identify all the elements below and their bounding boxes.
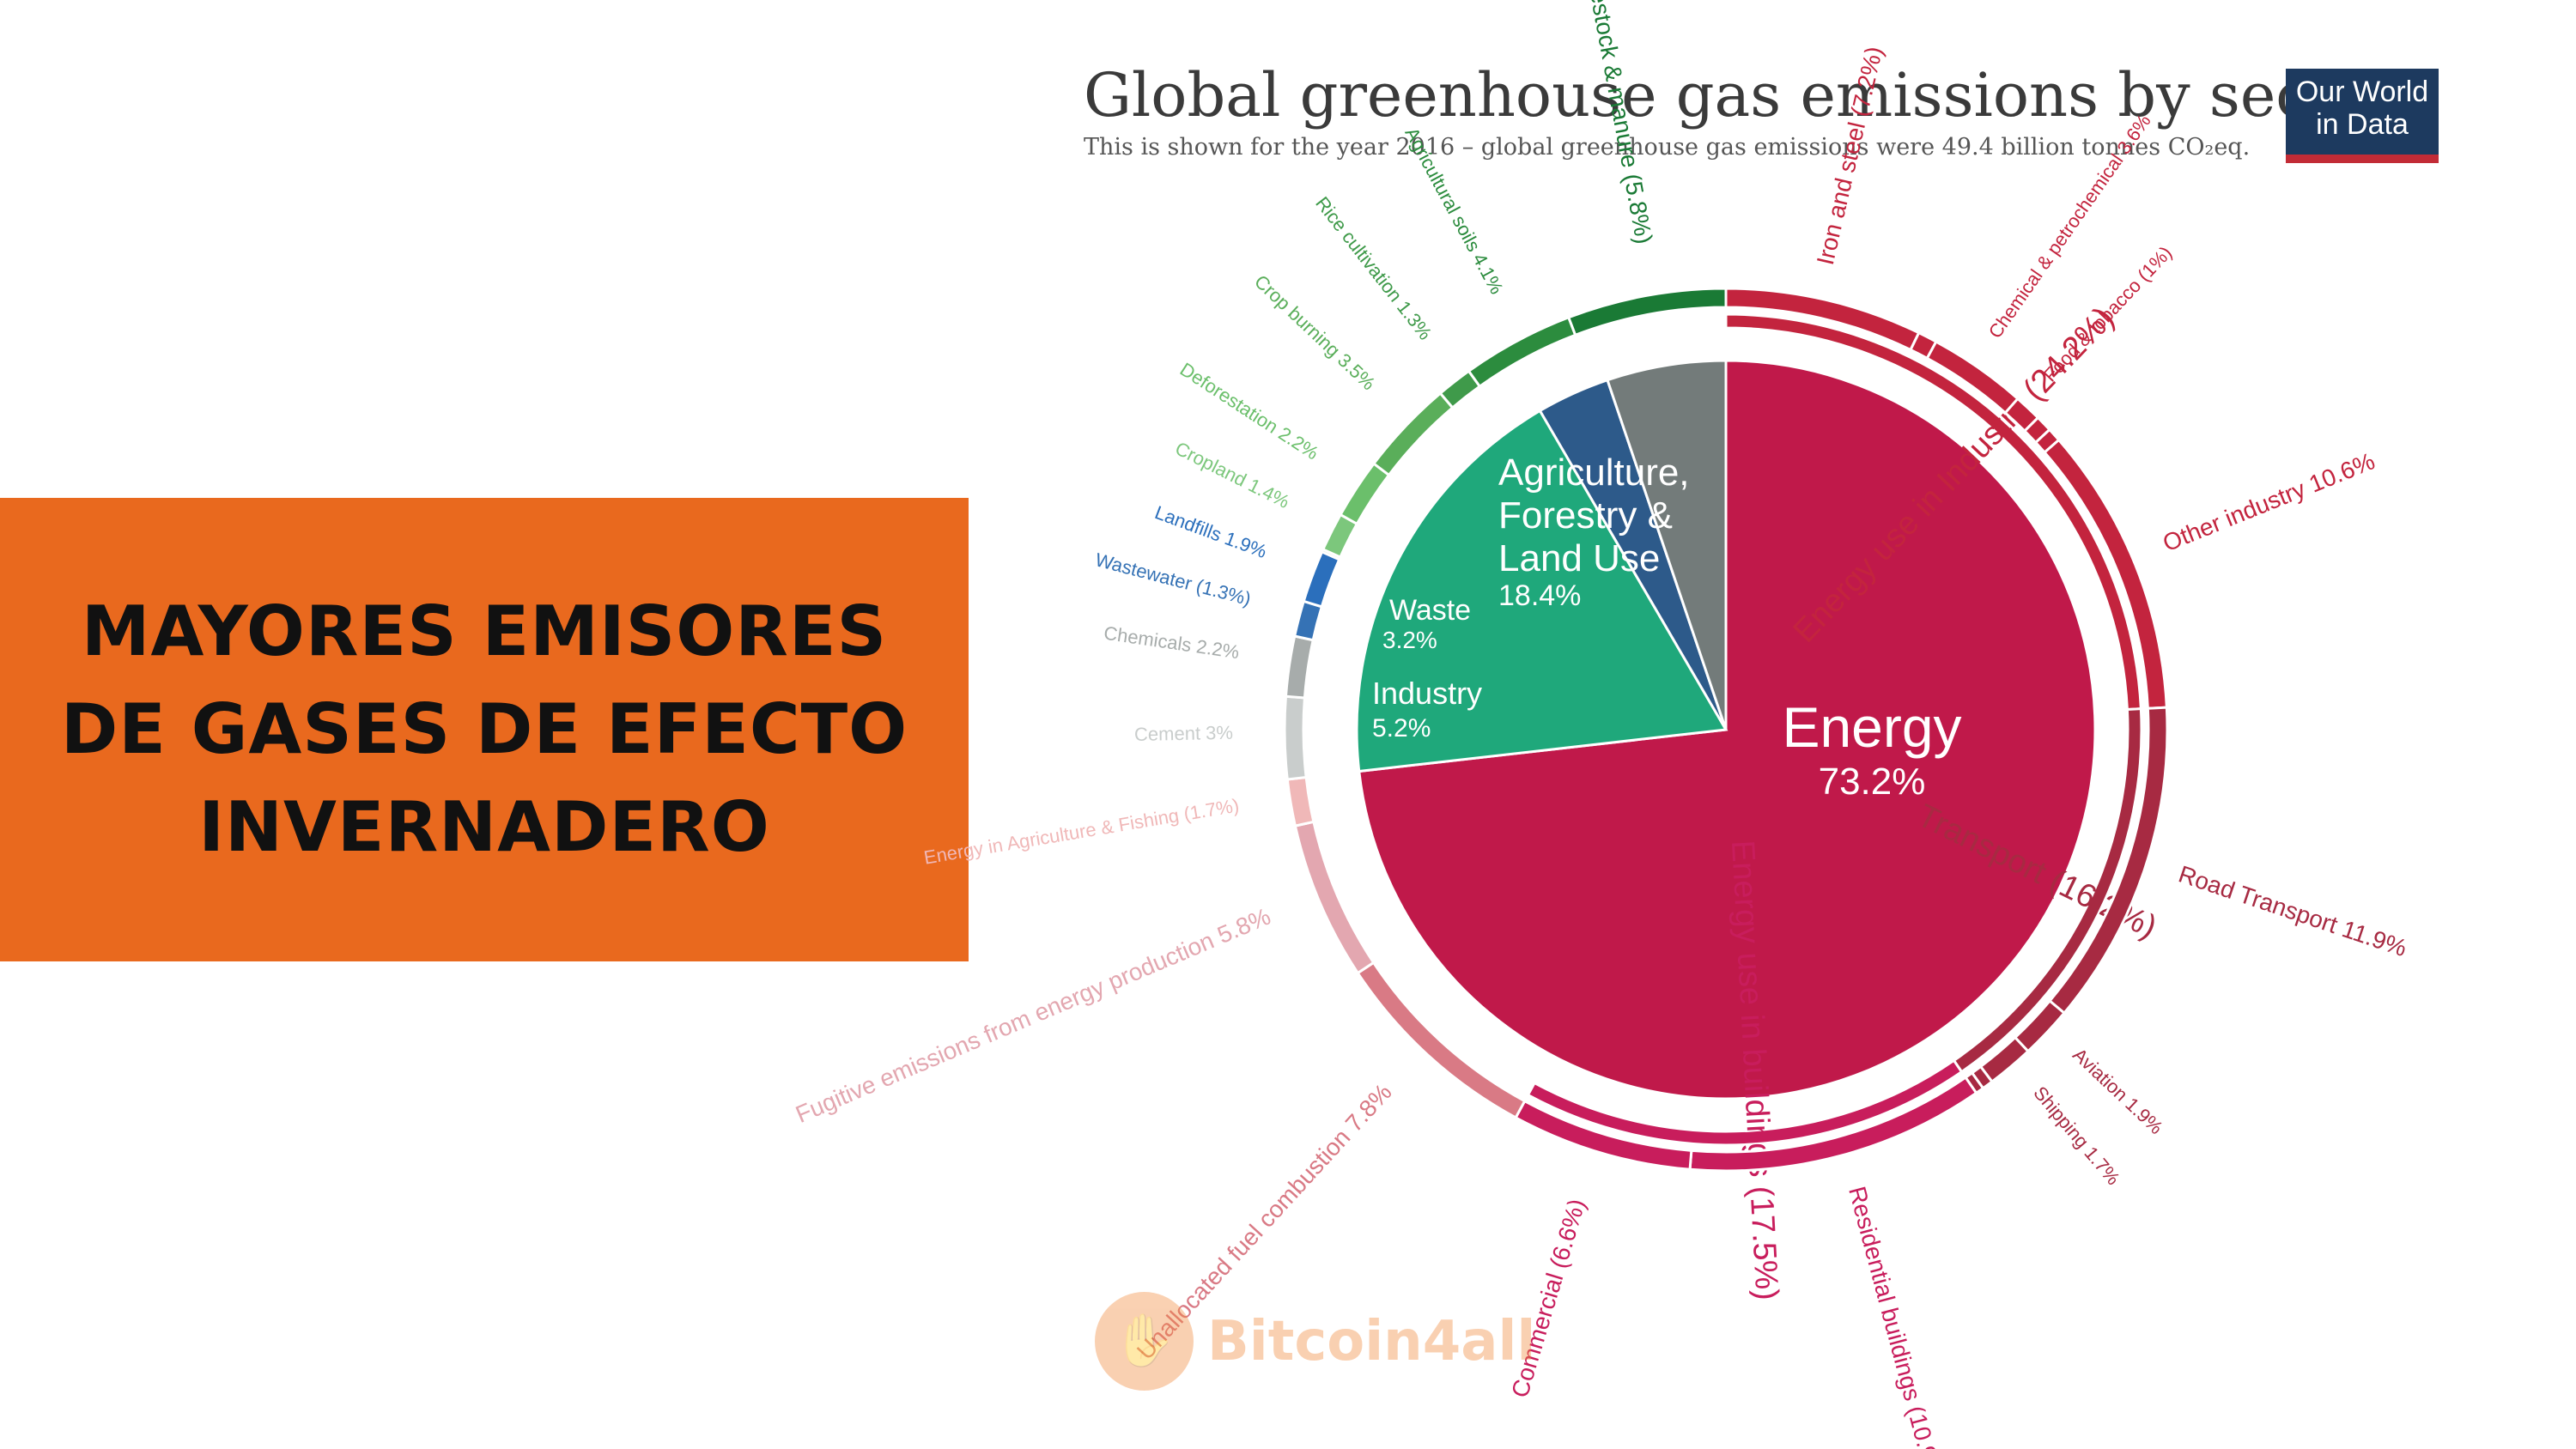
- subsector-label-crop-burning: Crop burning 3.5%: [1250, 270, 1380, 394]
- logo-line-1: Our World: [2295, 76, 2429, 108]
- subsector-arc-livestock-manure: [1566, 287, 1728, 337]
- pie-label-industry-value: 5.2%: [1372, 714, 1431, 743]
- subsector-label-chemical-petrochemical: Chemical & petrochemical 3.6%: [1984, 111, 2155, 343]
- hands-logo-icon: ✋: [1095, 1292, 1194, 1391]
- subsector-arc-energy-in-agriculture-fishing: [1285, 775, 1315, 828]
- subsector-label-energy-in-agriculture-fishing: Energy in Agriculture & Fishing (1.7%): [922, 794, 1241, 868]
- chart-title: Global greenhouse gas emissions by secto…: [1084, 60, 2399, 130]
- subsector-arc-landfills: [1302, 549, 1341, 609]
- banner-line-2: DE GASES DE EFECTO: [60, 689, 908, 769]
- chart-subtitle: This is shown for the year 2016 – global…: [1084, 134, 2251, 161]
- subsector-arc-agricultural-soils: [1467, 315, 1577, 389]
- subsector-label-aviation: Aviation 1.9%: [2069, 1044, 2167, 1138]
- pie-label-agriculture-name-1: Agriculture,: [1498, 452, 1690, 494]
- subsector-label-chemicals: Chemicals 2.2%: [1103, 622, 1241, 664]
- title-banner: MAYORES EMISORES DE GASES DE EFECTO INVE…: [0, 498, 969, 961]
- pie-slice-agriculture-forestry-land-use: [1355, 409, 1728, 773]
- logo-line-2: in Data: [2316, 108, 2409, 141]
- subsector-label-landfills: Landfills 1.9%: [1152, 501, 1270, 562]
- group-band-energy-use-in-buildings-17-5: [1526, 1058, 1964, 1147]
- subsector-label-food-tobacco: Food & tobacco (1%): [2039, 242, 2177, 386]
- subsector-label-cement: Cement 3%: [1134, 722, 1233, 745]
- pie-label-energy-value: 73.2%: [1819, 761, 1926, 803]
- pie-label-waste-value: 3.2%: [1382, 627, 1437, 653]
- pie-label-energy-name: Energy: [1782, 695, 1961, 759]
- subsector-label-fugitive-emissions-from-energy-production: Fugitive emissions from energy productio…: [792, 903, 1274, 1128]
- watermark-text: Bitcoin4all: [1207, 1309, 1536, 1373]
- subsector-label-iron-and-steel: Iron and steel (7.2%): [1812, 44, 1888, 267]
- pie-label-industry-name: Industry: [1372, 676, 1482, 711]
- subsector-arc-wastewater: [1292, 599, 1324, 642]
- subsector-arc-deforestation: [1339, 461, 1391, 526]
- subsector-label-livestock-manure: Livestock & manure (5.8%): [1579, 0, 1657, 246]
- pie-label-agriculture-value: 18.4%: [1498, 579, 1581, 612]
- bitcoin4all-watermark: ✋ Bitcoin4all: [1095, 1292, 1535, 1391]
- subsector-label-cropland: Cropland 1.4%: [1172, 437, 1293, 512]
- subsector-arc-fugitive-emissions-from-energy-production: [1293, 820, 1376, 975]
- banner-heading: MAYORES EMISORES DE GASES DE EFECTO INVE…: [55, 583, 914, 876]
- subsector-label-road-transport: Road Transport 11.9%: [2175, 860, 2410, 961]
- subsector-label-residential-buildings: Residential buildings (10.9%): [1844, 1184, 1949, 1449]
- pie-label-agriculture-name-2: Forestry &: [1498, 494, 1673, 537]
- subsector-arc-crop-burning: [1371, 391, 1455, 477]
- subsector-label-agricultural-soils: Agricultural soils 4.1%: [1400, 124, 1507, 297]
- subsector-arc-chemicals: [1284, 634, 1315, 700]
- subsector-label-rice-cultivation: Rice cultivation 1.3%: [1311, 192, 1436, 343]
- subsector-label-other-industry: Other industry 10.6%: [2159, 447, 2379, 556]
- subsector-label-wastewater: Wastewater (1.3%): [1093, 549, 1254, 609]
- owid-logo: Our World in Data: [2286, 69, 2439, 163]
- banner-line-3: INVERNADERO: [198, 787, 770, 867]
- pie-label-waste-name: Waste: [1389, 594, 1471, 627]
- subsector-arc-cement: [1283, 694, 1308, 781]
- banner-line-1: MAYORES EMISORES: [81, 591, 888, 671]
- pie-label-agriculture-name-3: Land Use: [1498, 537, 1660, 579]
- pie-slice-industry: [1606, 359, 1728, 731]
